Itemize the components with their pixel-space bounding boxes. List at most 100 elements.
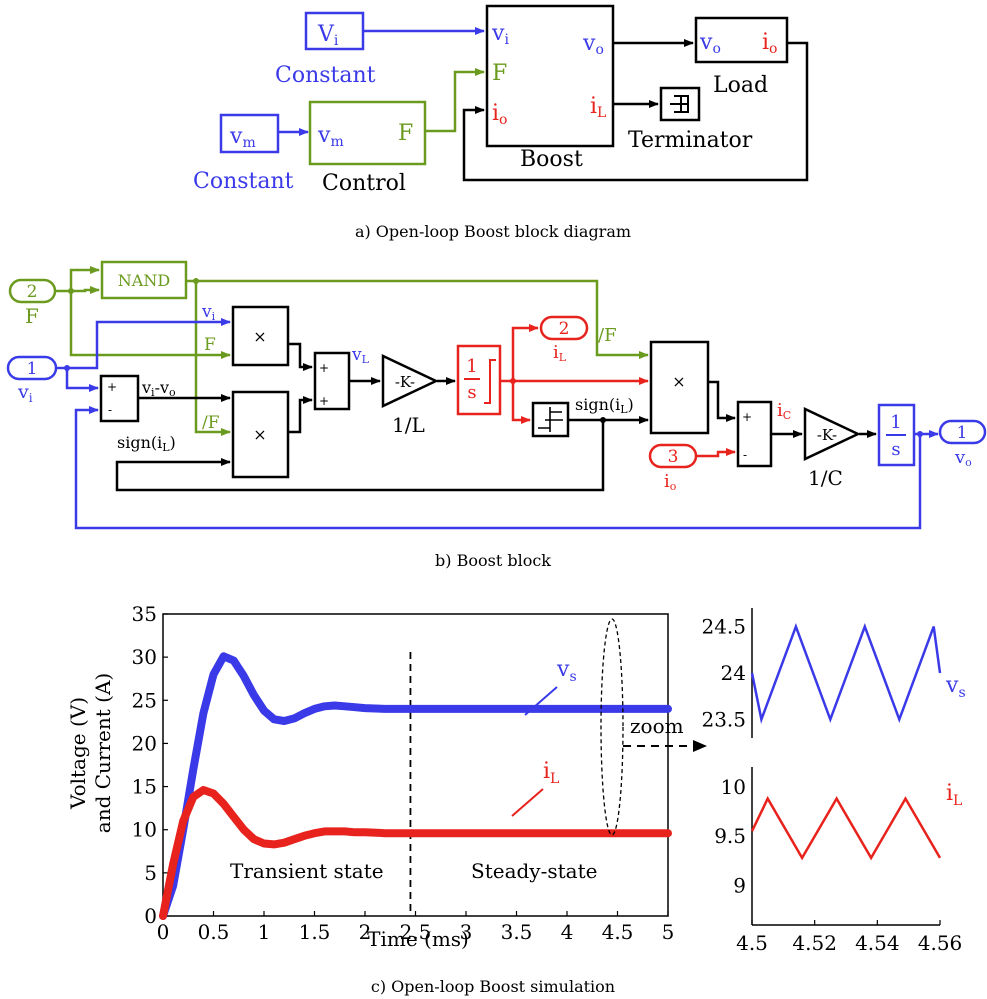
int2-den: s [891, 439, 900, 460]
y-tick-label: 15 [132, 775, 157, 799]
y-tick-label: 25 [132, 688, 157, 712]
annot-zoom: zoom [630, 714, 684, 738]
sig-nf: /F [202, 413, 220, 433]
wire-io-sum [697, 448, 736, 458]
il-leader-line [511, 788, 544, 817]
ylabel-line1: Voltage (V) [66, 697, 90, 810]
gain-1l-k: -K- [395, 373, 415, 391]
outport-vo-label: vo [954, 447, 972, 469]
junction-f [68, 288, 74, 294]
zoom-label-il: iL [946, 781, 962, 809]
sum2-plus-b: + [319, 394, 329, 408]
sig-f: F [204, 335, 216, 355]
int1-num: 1 [466, 356, 477, 377]
x-tick-label: 1 [258, 920, 271, 944]
series-line-iL [159, 786, 672, 920]
sig-vi-vo: vi-vo [141, 378, 176, 399]
junction-vi [64, 365, 70, 371]
control-out-port: F [398, 121, 413, 146]
label-vs: vs [556, 657, 577, 685]
zoom-y-tick-label: 24.5 [701, 615, 746, 639]
boost-il-port: iL [590, 94, 606, 121]
load-label: Load [713, 73, 768, 98]
control-label: Control [322, 171, 406, 196]
x-tick-label: 4.5 [602, 920, 634, 944]
int2-num: 1 [890, 412, 901, 433]
gain-1l-label: 1/L [392, 413, 425, 437]
zoom-plot-il: 9 9.5 10 4.5 4.52 4.54 4.56 [714, 767, 962, 955]
sum2-plus-a: + [319, 361, 329, 375]
zoom-x-tick-label: 4.54 [855, 931, 900, 955]
outport-vo-num: 1 [957, 423, 968, 443]
y-tick-label: 5 [144, 861, 157, 885]
y-tick-label: 30 [132, 645, 157, 669]
x-tick-label: 3.5 [501, 920, 533, 944]
sig-vl: vL [351, 345, 370, 366]
sum3-minus: - [743, 448, 747, 462]
x-tick-label: 4 [561, 920, 574, 944]
constant-vm-block [219, 113, 280, 154]
wire-mult3-sum [709, 380, 736, 422]
x-tick-label: 1.5 [299, 920, 331, 944]
boost-vo-port: vo [582, 31, 604, 58]
outport-il-label: iL [553, 342, 567, 364]
junction-il [510, 378, 516, 384]
xlabel: Time (ms) [367, 927, 469, 951]
wire-vi-mult1 [67, 318, 231, 370]
x-tick-label: 2 [359, 920, 372, 944]
wire-il-out [511, 324, 539, 381]
junction-nf [193, 278, 199, 284]
panel-c-simulation: 0 0.5 1 1.5 2 2.5 3 3.5 4 4.5 5 0 5 10 15 20 25 30 35 23.5… [66, 602, 966, 996]
zoom-y-tick-label: 9.5 [714, 824, 746, 848]
sum-ic-block [736, 400, 773, 468]
vs-leader-line [524, 686, 558, 716]
sum-vl-block [313, 351, 351, 411]
zoom-x-tick-label: 4.56 [918, 931, 963, 955]
annot-steady: Steady-state [471, 859, 597, 883]
terminator-icon [670, 95, 689, 113]
sum-vi-vo-block [99, 374, 140, 423]
boost-f-port: F [492, 61, 507, 86]
int1-limit-icon [484, 359, 496, 404]
label-il: iL [543, 759, 559, 787]
zoom-x-tick-label: 4.52 [792, 931, 837, 955]
control-in-port: vm [317, 123, 344, 150]
x-tick-label: 3 [460, 920, 473, 944]
constant-vi-label: Constant [275, 63, 376, 88]
outport-il [539, 315, 589, 341]
caption-a: a) Open-loop Boost block diagram [355, 222, 631, 241]
zoom-label-vs: vs [945, 673, 966, 701]
x-tick-label: 5 [662, 920, 675, 944]
wire-vo-feedback [74, 406, 922, 530]
load-io-port: io [762, 30, 777, 57]
inport-vi-num: 1 [27, 359, 38, 379]
sig-sign-il: sign(iL) [117, 433, 176, 454]
zoom-series-line-iL [750, 795, 942, 861]
caption-c: c) Open-loop Boost simulation [371, 977, 615, 996]
wire-mult2-sum [289, 396, 313, 434]
constant-vm-text: vm [229, 124, 256, 151]
zoom-plot-vs: 23.5 24 24.5 [701, 608, 942, 738]
wire-f-mult1 [69, 291, 231, 359]
sign-icon [538, 407, 563, 432]
wire-f-nand-b [71, 286, 100, 294]
gain-1c-label: 1/C [808, 466, 843, 490]
zoom-y-tick-label: 23.5 [701, 707, 746, 731]
ylabel-line2: and Current (A) [91, 673, 115, 833]
sum1-plus: + [107, 380, 117, 394]
wire-f-nand-a [56, 266, 100, 293]
boost-block [485, 4, 615, 148]
zoom-y-tick-label: 10 [721, 775, 746, 799]
inport-io-num: 3 [668, 447, 679, 467]
zoom-x-tick-label: 4.5 [736, 931, 768, 955]
zoom-y-tick-label: 9 [733, 874, 746, 898]
mult1-block [231, 305, 290, 367]
constant-vi-block [304, 11, 365, 51]
control-block [308, 100, 427, 166]
int1-den: s [467, 382, 476, 403]
inport-f-label: F [25, 304, 39, 328]
mult3-symbol: × [672, 372, 685, 391]
series-line-vs [159, 652, 672, 920]
mult2-block [231, 390, 290, 479]
